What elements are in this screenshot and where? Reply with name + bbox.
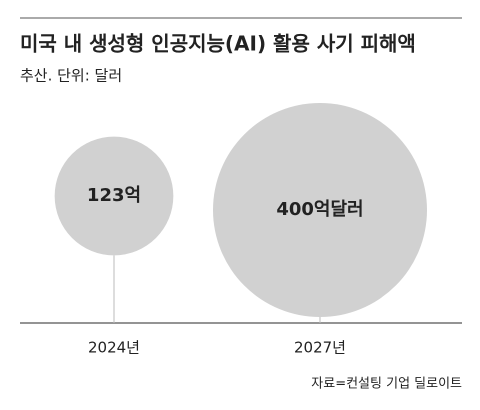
value-label: 123억 xyxy=(87,185,141,206)
chart-subtitle: 추산. 단위: 달러 xyxy=(20,67,122,85)
x-tick-label: 2024년 xyxy=(88,339,140,357)
source: 자료=컨설팅 기업 딜로이트 xyxy=(311,377,462,392)
bubble xyxy=(54,136,174,256)
value-label: 400억달러 xyxy=(276,199,363,220)
chart-title: 미국 내 생성형 인공지능(AI) 활용 사기 피해액 xyxy=(20,32,416,56)
bubble xyxy=(213,103,427,317)
x-tick-label: 2027년 xyxy=(294,339,346,357)
